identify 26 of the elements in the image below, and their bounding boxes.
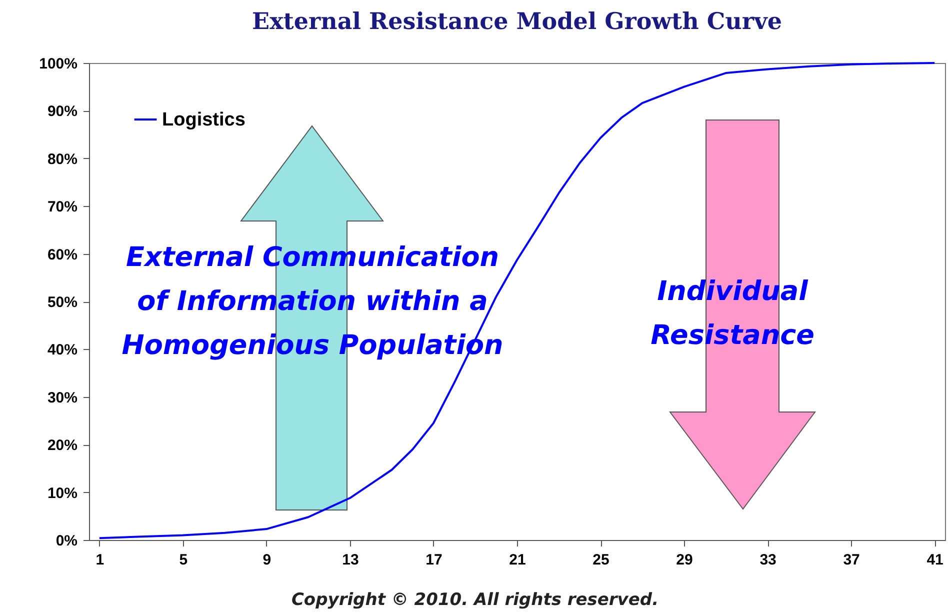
text: Copyright © 2010. All rights reserved. — [290, 590, 660, 610]
y-tick-label: 100% — [39, 56, 78, 72]
x-tick-label: 9 — [262, 552, 272, 568]
y-tick-label: 60% — [47, 246, 78, 264]
x-tick-label: 29 — [676, 552, 693, 568]
x-tick-label: 41 — [926, 552, 944, 568]
y-tick-label: 40% — [47, 342, 78, 359]
y-tick-label: 30% — [47, 389, 78, 406]
y-tick-label: 20% — [47, 437, 78, 454]
x-tick-label: 17 — [426, 552, 442, 568]
x-tick-label: 13 — [342, 552, 359, 568]
chart-title: External Resistance Model Growth Curve — [252, 8, 782, 35]
x-tick-label: 1 — [96, 552, 104, 568]
y-tick-label: 90% — [47, 103, 78, 120]
legend-label: Logistics — [162, 110, 246, 130]
y-tick-label: 50% — [47, 294, 78, 311]
line-series — [98, 62, 936, 540]
x-tick-label: 25 — [592, 552, 610, 568]
x-tick-label: 33 — [760, 552, 776, 568]
y-tick-label: 80% — [47, 150, 78, 168]
y-tick-label: 70% — [47, 198, 78, 216]
y-tick-label: 0% — [56, 532, 78, 550]
x-tick-label: 21 — [509, 552, 526, 568]
x-tick-label: 37 — [843, 552, 860, 568]
x-tick-label: 5 — [179, 552, 188, 568]
y-tick-label: 10% — [47, 484, 78, 502]
